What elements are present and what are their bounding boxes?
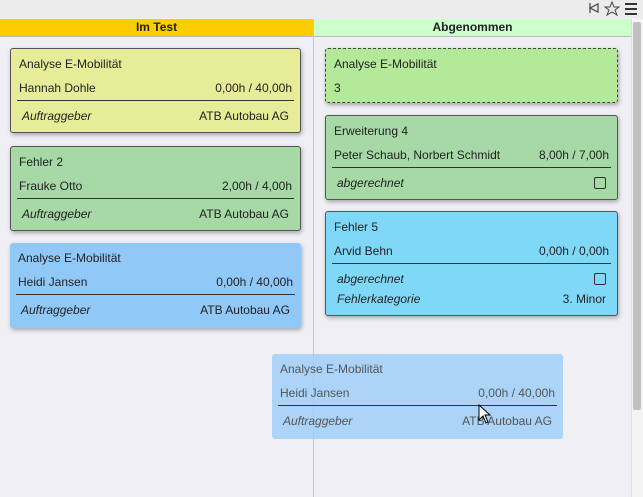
field-label: Auftraggeber (283, 414, 353, 428)
field-value: ATB Autobau AG (199, 207, 289, 221)
card-title: Fehler 2 (19, 155, 64, 169)
card-hours: 0,00h / 40,00h (215, 81, 292, 95)
card-assignee: Frauke Otto (19, 179, 83, 193)
field-label: Auftraggeber (21, 303, 91, 317)
card[interactable]: Analyse E-Mobilität Hannah Dohle 0,00h / 4… (10, 48, 301, 133)
field-label: abgerechnet (337, 272, 404, 286)
card-separator (17, 100, 294, 101)
card-separator (332, 263, 611, 264)
card-assignee: Heidi Jansen (280, 386, 350, 400)
card-separator (332, 167, 611, 168)
card-assignee: Heidi Jansen (18, 275, 88, 289)
card-assignee: Hannah Dohle (19, 81, 96, 95)
star-icon[interactable] (603, 0, 621, 17)
card-hours: 0,00h / 40,00h (478, 386, 555, 400)
field-label: abgerechnet (337, 176, 404, 190)
card-hours: 0,00h / 0,00h (538, 244, 609, 258)
card-assignee: Arvid Behn (334, 244, 393, 258)
field-value: ATB Autobau AG (462, 414, 552, 428)
card-title: Analyse E-Mobilität (18, 251, 121, 265)
card-hours: 0,00h / 40,00h (216, 275, 293, 289)
card-assignee: 3 (334, 81, 341, 95)
card[interactable]: Analyse E-Mobilität Heidi Jansen 0,00h / 4… (10, 243, 301, 328)
card[interactable]: Analyse E-Mobilität 3 (325, 48, 618, 103)
column-header[interactable]: Im Test (0, 19, 313, 37)
card-title: Erweiterung 4 (334, 124, 409, 138)
card-hours: 8,00h / 7,00h (538, 148, 609, 162)
card-assignee: Peter Schaub, Norbert Schmidt (334, 148, 501, 162)
checkbox[interactable] (594, 273, 606, 285)
column-divider (313, 19, 314, 497)
cursor (478, 404, 492, 424)
card-hours: 2,00h / 4,00h (221, 179, 292, 193)
card-separator (16, 294, 295, 295)
card[interactable]: Erweiterung 4 Peter Schaub, Norbert Schmi… (325, 115, 618, 200)
card-title: Analyse E-Mobilität (19, 57, 122, 71)
card-separator (17, 198, 294, 199)
card[interactable]: Analyse E-Mobilität Heidi Jansen 0,00h / 4… (272, 354, 563, 439)
field-label: Fehlerkategorie (337, 292, 421, 306)
scrollbar-thumb[interactable] (633, 22, 641, 410)
menu-icon[interactable] (625, 3, 637, 15)
pin-icon[interactable] (588, 3, 599, 13)
field-label: Auftraggeber (22, 207, 92, 221)
card-title: Analyse E-Mobilität (334, 57, 437, 71)
card-separator (278, 405, 557, 406)
column-header[interactable]: Abgenommen (314, 19, 631, 37)
toolbar (0, 0, 643, 18)
card[interactable]: Fehler 2 Frauke Otto 2,00h / 4,00h Auftragg… (10, 146, 301, 231)
field-value: 3. Minor (562, 292, 606, 306)
field-value: ATB Autobau AG (199, 109, 289, 123)
field-value: ATB Autobau AG (200, 303, 290, 317)
card-title: Analyse E-Mobilität (280, 362, 383, 376)
card-title: Fehler 5 (334, 220, 379, 234)
checkbox[interactable] (594, 177, 606, 189)
toolbar-icons (588, 0, 637, 17)
field-label: Auftraggeber (22, 109, 92, 123)
card[interactable]: Fehler 5 Arvid Behn 0,00h / 0,00h abgerechn… (325, 211, 618, 316)
